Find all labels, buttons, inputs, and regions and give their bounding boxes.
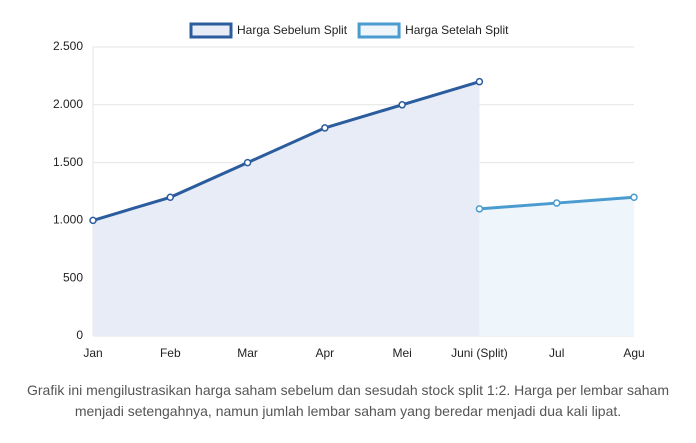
x-tick-label: Jan xyxy=(83,346,102,360)
point xyxy=(89,216,97,225)
legend-label: Harga Setelah Split xyxy=(405,23,509,37)
y-tick-label: 1.500 xyxy=(53,155,83,169)
legend-label: Harga Sebelum Split xyxy=(237,23,348,37)
x-tick-label: Agu xyxy=(623,346,644,360)
point xyxy=(166,193,175,202)
y-tick-label: 2.000 xyxy=(53,97,83,111)
x-tick-label: Juni (Split) xyxy=(451,346,508,360)
y-tick-label: 2.500 xyxy=(53,39,83,53)
caption: Grafik ini mengilustrasikan harga saham … xyxy=(27,382,669,419)
legend-swatch xyxy=(189,22,233,39)
area xyxy=(93,81,480,337)
point xyxy=(630,193,638,202)
point xyxy=(475,205,484,213)
y-tick-label: 1.000 xyxy=(53,213,83,227)
point xyxy=(552,199,561,207)
y-tick-label: 500 xyxy=(63,270,83,284)
point xyxy=(398,101,406,109)
chart: 0 500 1.000 1.500 2.000 2.500 Jan Feb Mar Apr Mei J… xyxy=(53,22,645,360)
y-tick-label: 0 xyxy=(76,328,83,342)
x-tick-label: Mar xyxy=(237,346,258,360)
x-tick-label: Mei xyxy=(392,346,411,360)
point xyxy=(321,124,329,132)
x-tick-label: Apr xyxy=(316,346,335,360)
legend-swatch xyxy=(357,22,401,39)
x-tick-label: Jul xyxy=(549,346,564,360)
point xyxy=(243,158,252,167)
x-tick-label: Feb xyxy=(160,346,181,360)
line xyxy=(92,80,480,222)
point xyxy=(475,77,484,86)
area xyxy=(479,197,634,336)
